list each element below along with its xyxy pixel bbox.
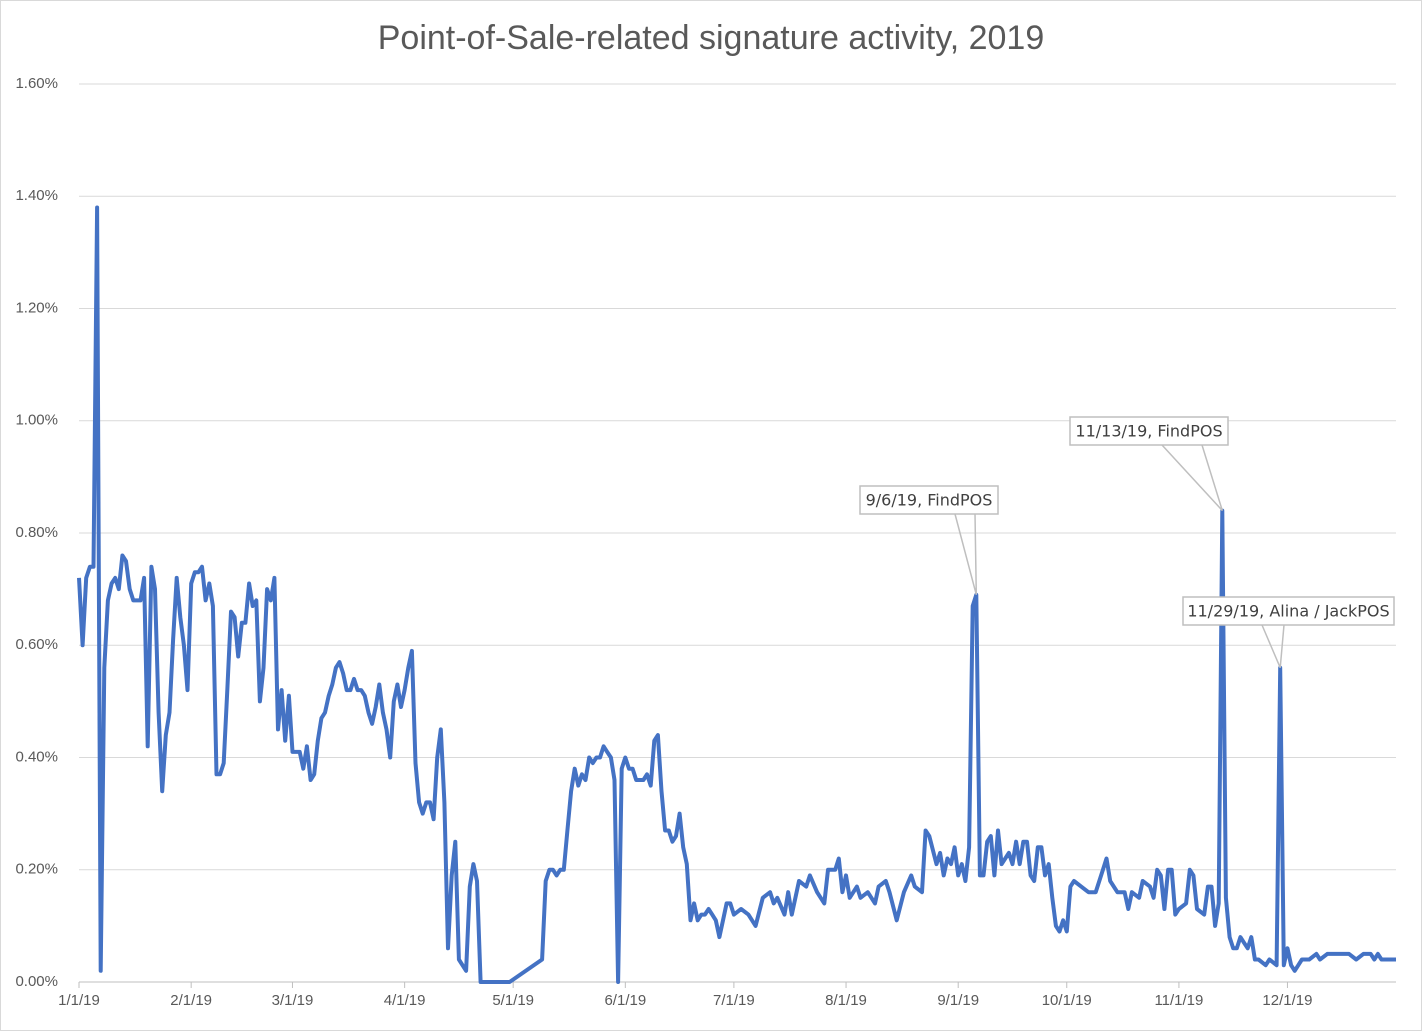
x-tick-label: 8/1/19 [825,992,867,1009]
annotation-box [1182,596,1395,626]
y-tick-label: 0.00% [15,973,58,990]
annotation-box [859,485,999,515]
x-tick-label: 6/1/19 [604,992,646,1009]
chart-title: Point-of-Sale-related signature activity… [378,19,1045,57]
y-tick-label: 0.60% [15,636,58,653]
y-tick-label: 1.40% [15,187,58,204]
annotation-leader [1261,624,1285,668]
x-tick-label: 7/1/19 [713,992,755,1009]
y-tick-label: 1.60% [15,75,58,92]
annotation-label: 11/29/19, Alina / JackPOS [1187,602,1389,621]
annotation-label: 11/13/19, FindPOS [1075,422,1222,441]
annotation-leader [1161,444,1224,512]
x-tick-label: 9/1/19 [937,992,979,1009]
y-tick-label: 0.40% [15,748,58,765]
x-tick-label: 12/1/19 [1262,992,1312,1009]
annotation-label: 9/6/19, FindPOS [866,491,993,510]
annotation-box [1069,416,1229,446]
x-tick-label: 11/1/19 [1154,992,1203,1009]
data-line [77,205,1396,984]
x-tick-label: 4/1/19 [384,992,426,1009]
x-tick-label: 2/1/19 [170,992,212,1009]
x-tick-label: 3/1/19 [272,992,314,1009]
x-tick-label: 5/1/19 [492,992,534,1009]
x-tick-label: 10/1/19 [1042,992,1092,1009]
x-tick-label: 1/1/19 [58,992,100,1009]
annotation-leader [954,513,978,595]
y-tick-label: 1.20% [15,299,58,316]
y-tick-label: 0.20% [15,861,58,878]
y-tick-label: 1.00% [15,412,58,429]
y-tick-label: 0.80% [15,524,58,541]
